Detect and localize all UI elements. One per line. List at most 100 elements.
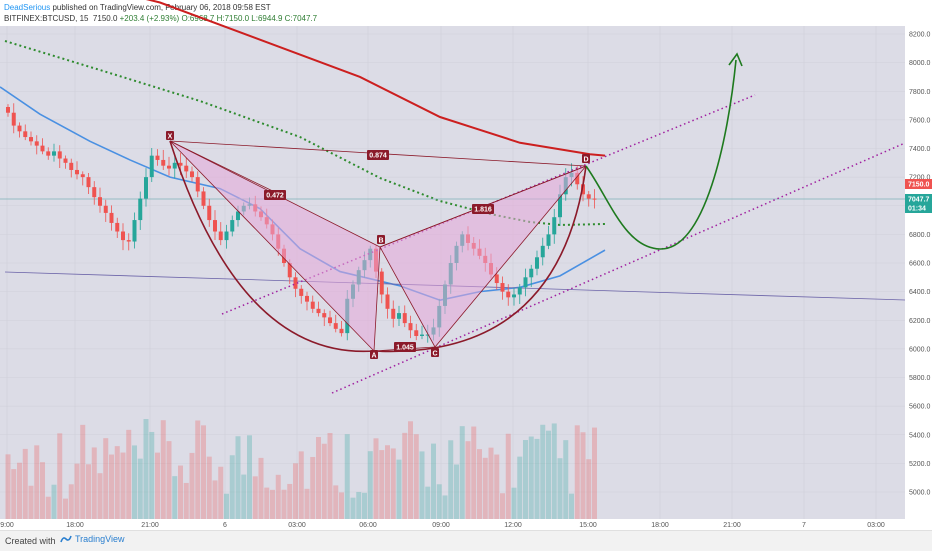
volume-bar bbox=[316, 436, 321, 519]
candle-body bbox=[138, 198, 143, 221]
volume-bar bbox=[34, 445, 40, 519]
pattern-point-bg bbox=[582, 154, 590, 163]
candle-body bbox=[540, 245, 545, 258]
volume-bar bbox=[431, 443, 436, 519]
published-text: published on TradingView.com, February 0… bbox=[52, 3, 271, 12]
candle-body bbox=[132, 220, 137, 242]
candle-body bbox=[218, 231, 223, 241]
volume-bar bbox=[270, 489, 275, 519]
candle-body bbox=[80, 174, 85, 178]
volume-bar bbox=[465, 441, 471, 519]
candle-body bbox=[29, 137, 33, 142]
symbol-line: BITFINEX:BTCUSD, 15 7150.0 +203.4 (+2.93… bbox=[4, 14, 317, 23]
volume-bar bbox=[304, 488, 310, 519]
close-price-tag-bg bbox=[905, 194, 932, 204]
footer-bar: Created with TradingView bbox=[0, 530, 932, 551]
candle-body bbox=[46, 151, 51, 156]
volume-bar bbox=[442, 495, 448, 519]
publish-line: DeadSerious published on TradingView.com… bbox=[4, 3, 271, 12]
candle-body bbox=[408, 323, 413, 331]
pattern-point-label: D bbox=[583, 157, 588, 164]
volume-bar bbox=[86, 464, 91, 519]
volume-bar bbox=[143, 419, 149, 519]
volume-bar bbox=[298, 451, 304, 519]
pattern-point-bg bbox=[370, 350, 378, 359]
y-tick-label: 5400.0 bbox=[909, 432, 931, 439]
volume-bar bbox=[137, 458, 143, 519]
candle-body bbox=[523, 277, 528, 288]
volume-bar bbox=[149, 431, 155, 519]
y-tick-label: 7200.0 bbox=[909, 175, 931, 182]
volume-bar bbox=[327, 432, 333, 519]
volume-bar bbox=[546, 430, 551, 519]
candle-body bbox=[581, 184, 585, 195]
volume-bar bbox=[264, 487, 270, 519]
pattern-point-bg bbox=[377, 235, 385, 244]
y-tick-label: 6400.0 bbox=[909, 289, 931, 296]
volume-bar bbox=[586, 459, 592, 519]
candle-body bbox=[201, 191, 206, 206]
last-price-tag-bg bbox=[905, 179, 932, 189]
volume-bar bbox=[425, 486, 431, 519]
candle-body bbox=[558, 194, 562, 218]
ratio-label: 0.874 bbox=[369, 153, 387, 160]
projection-arrowhead bbox=[728, 52, 743, 67]
candle-body bbox=[500, 283, 505, 292]
candle-body bbox=[109, 212, 114, 223]
candle-body bbox=[11, 112, 16, 126]
candle-body bbox=[512, 294, 516, 298]
candle-body bbox=[213, 220, 217, 232]
ratio-label: 0.472 bbox=[266, 193, 284, 200]
volume-bar bbox=[206, 456, 212, 519]
volume-bar bbox=[339, 492, 344, 519]
ratio-label-bg bbox=[264, 190, 286, 200]
x-tick-label: 6 bbox=[223, 522, 227, 529]
price-axis bbox=[905, 26, 932, 519]
candle-body bbox=[322, 313, 327, 318]
volume-bar bbox=[436, 484, 442, 519]
volume-bar bbox=[454, 464, 459, 519]
volume-bar bbox=[126, 429, 132, 519]
candle-body bbox=[339, 328, 344, 334]
last-price-tag: 7150.0 bbox=[908, 182, 930, 189]
tradingview-brand[interactable]: TradingView bbox=[60, 534, 125, 544]
volume-bar bbox=[109, 454, 114, 519]
author-name[interactable]: DeadSerious bbox=[4, 3, 51, 12]
channel-lower-line bbox=[331, 142, 906, 394]
brand-name: TradingView bbox=[75, 534, 125, 544]
volume-bar bbox=[471, 426, 477, 519]
ratio-label-bg bbox=[472, 204, 494, 214]
y-tick-label: 7600.0 bbox=[909, 117, 931, 124]
volume-bar bbox=[293, 463, 298, 519]
y-tick-label: 8000.0 bbox=[909, 60, 931, 67]
volume-bar bbox=[574, 425, 580, 519]
candle-body bbox=[190, 171, 194, 178]
candle-body bbox=[494, 274, 499, 284]
candle-body bbox=[92, 187, 97, 198]
volume-bar bbox=[5, 454, 11, 519]
candle-body bbox=[115, 222, 120, 232]
volume-bar bbox=[356, 491, 362, 519]
pattern-point-label: A bbox=[371, 353, 376, 360]
last-price: 7150.0 bbox=[92, 14, 118, 23]
candle-body bbox=[86, 177, 91, 188]
volume-bar bbox=[459, 426, 465, 519]
volume-bar bbox=[91, 447, 97, 519]
volume-bar bbox=[63, 498, 68, 519]
volume-bar bbox=[235, 436, 241, 519]
candle-body bbox=[57, 151, 62, 159]
symbol-label: BITFINEX:BTCUSD, 15 bbox=[4, 14, 89, 23]
volume-bar bbox=[51, 484, 57, 519]
candle-body bbox=[149, 155, 154, 178]
candle-body bbox=[6, 106, 10, 113]
price-chart[interactable]: X A B C D 0.874 0.472 1.816 1.045 8200.0 8000.0 78… bbox=[0, 0, 932, 530]
volume-bar bbox=[166, 441, 172, 519]
candle-body bbox=[178, 162, 183, 166]
y-tick-label: 5200.0 bbox=[909, 461, 931, 468]
candle-body bbox=[121, 231, 125, 241]
volume-bar bbox=[241, 474, 247, 519]
volume-bar bbox=[17, 462, 22, 519]
time-axis bbox=[0, 519, 905, 530]
ratio-label-bg bbox=[367, 150, 389, 160]
candle-body bbox=[23, 131, 28, 138]
